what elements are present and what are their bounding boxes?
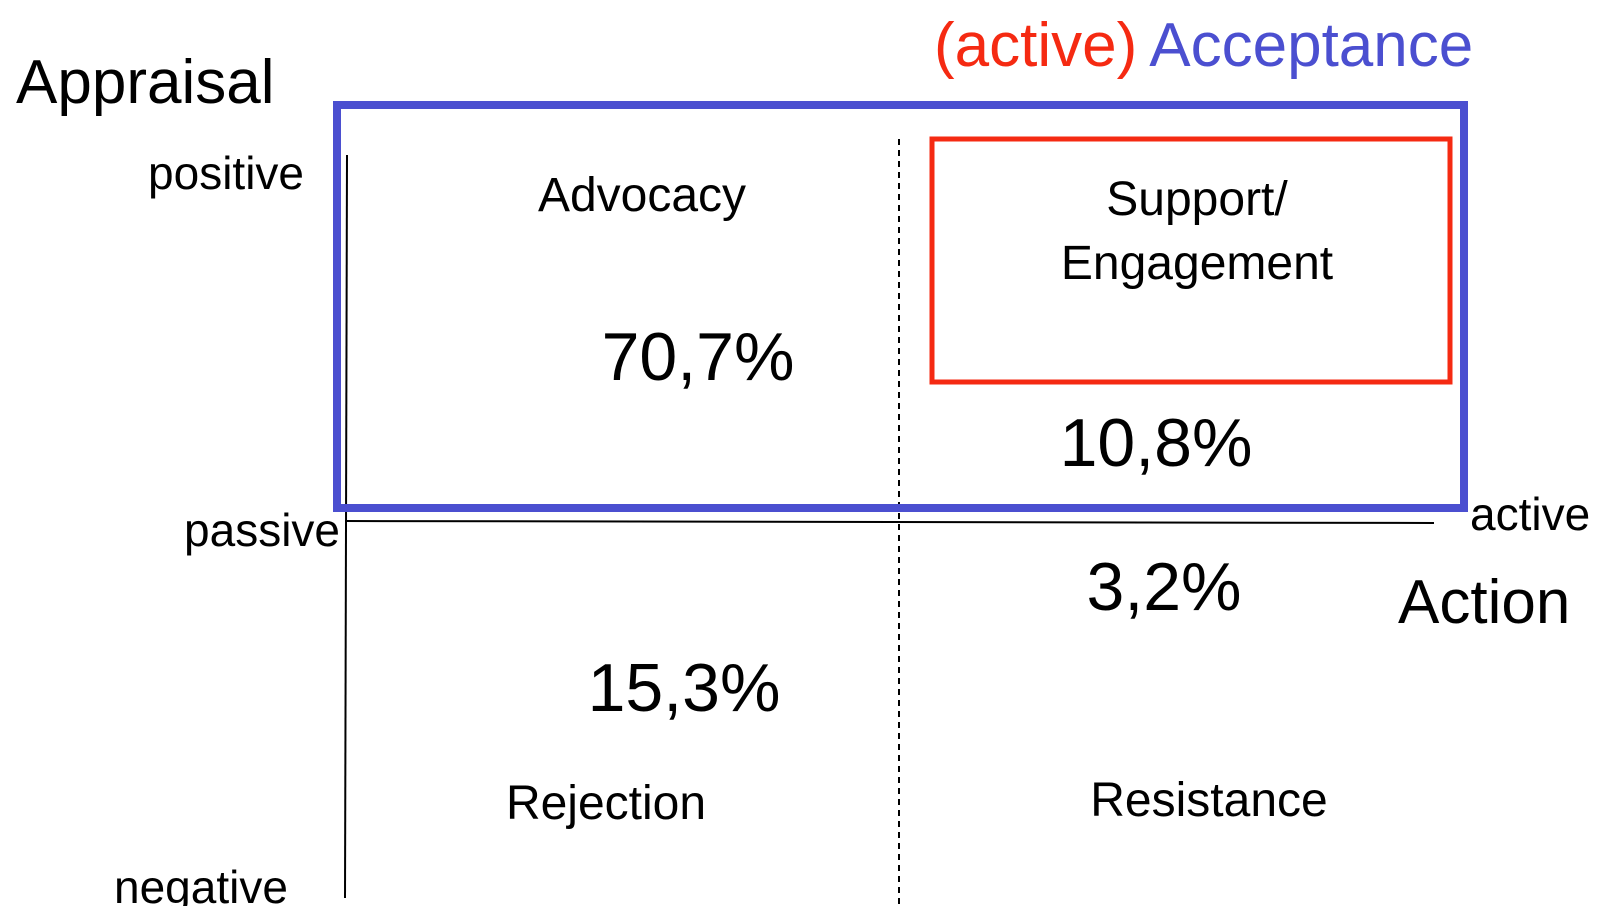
highlight-label: Acceptance [1149, 11, 1473, 80]
quadrant-label: Advocacy [538, 169, 746, 222]
y-mid: passive [184, 504, 340, 556]
quadrant-label: Support/ [1106, 173, 1288, 226]
quadrant-label: Rejection [506, 777, 706, 830]
y-title: Appraisal [16, 48, 274, 117]
x-right: active [1470, 488, 1590, 540]
quadrant-value: 70,7% [602, 319, 795, 395]
y-bottom: negative [114, 861, 288, 906]
x-axis [344, 520, 1435, 524]
quadrant-label: Engagement [1061, 237, 1333, 290]
quadrant-value: 10,8% [1060, 405, 1253, 481]
acceptance-box [333, 101, 1468, 512]
highlight-prefix: (active) [934, 11, 1137, 80]
y-top: positive [148, 147, 304, 199]
quadrant-label: Resistance [1090, 774, 1327, 827]
quadrant-value: 3,2% [1087, 549, 1242, 625]
x-title: Action [1398, 568, 1570, 637]
y-axis [344, 154, 348, 899]
support-box [929, 136, 1453, 385]
quadrant-value: 15,3% [588, 650, 781, 726]
